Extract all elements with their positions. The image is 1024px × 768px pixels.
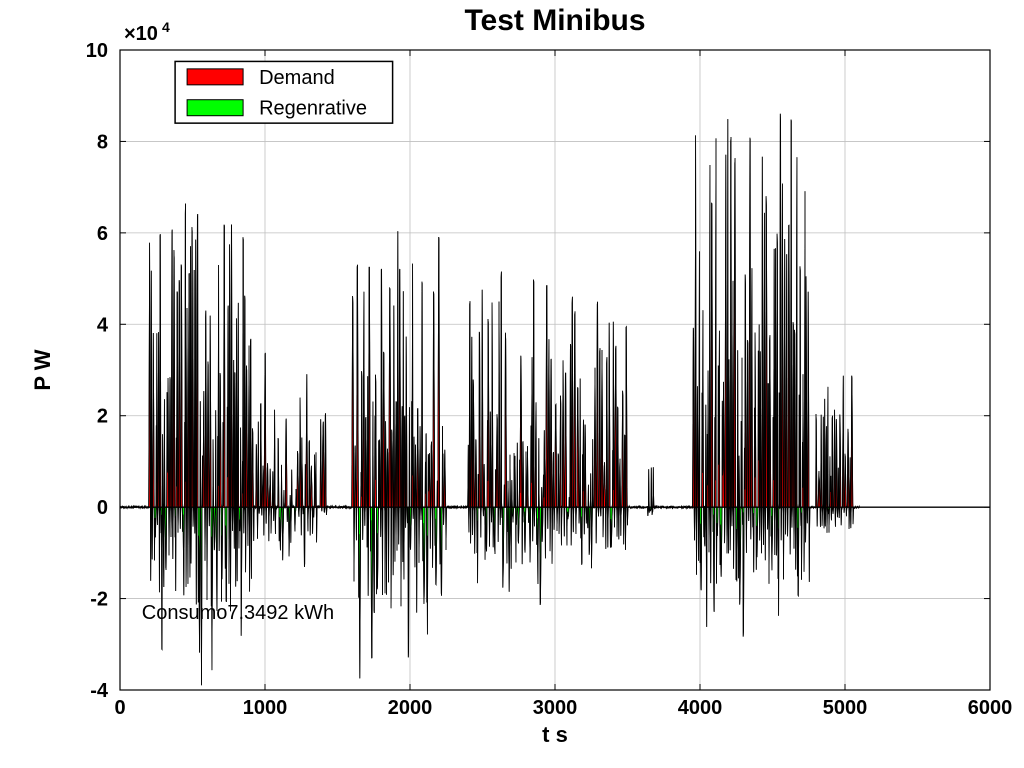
xtick-label: 0 xyxy=(114,697,125,719)
ytick-label: 2 xyxy=(97,406,108,428)
legend-label: Demand xyxy=(259,67,335,89)
legend-swatch xyxy=(187,69,243,85)
ytick-label: 10 xyxy=(86,40,108,62)
legend-label: Regenrative xyxy=(259,98,367,120)
legend-swatch xyxy=(187,100,243,116)
xtick-label: 4000 xyxy=(678,697,723,719)
ytick-label: -4 xyxy=(90,680,109,702)
annotation-consumo: Consumo7.3492 kWh xyxy=(142,602,334,624)
xtick-label: 6000 xyxy=(968,697,1013,719)
y-exponent-sup: 4 xyxy=(162,19,170,35)
chart-title: Test Minibus xyxy=(464,4,645,37)
chart-container: Test Minibus 0 1000 2000 3000 4000 5000 6000 -4 -… xyxy=(0,0,1024,768)
y-exponent: ×10 xyxy=(124,23,158,45)
x-axis-label: t s xyxy=(542,722,568,747)
xtick-label: 5000 xyxy=(823,697,868,719)
xtick-label: 2000 xyxy=(388,697,433,719)
xtick-label: 1000 xyxy=(243,697,288,719)
chart-svg: Test Minibus 0 1000 2000 3000 4000 5000 6000 -4 -… xyxy=(0,0,1024,768)
ytick-label: -2 xyxy=(90,589,108,611)
y-axis-label: P W xyxy=(30,349,55,390)
xtick-label: 3000 xyxy=(533,697,578,719)
ytick-label: 6 xyxy=(97,223,108,245)
ytick-label: 8 xyxy=(97,131,108,153)
ytick-label: 4 xyxy=(97,314,109,336)
ytick-label: 0 xyxy=(97,497,108,519)
